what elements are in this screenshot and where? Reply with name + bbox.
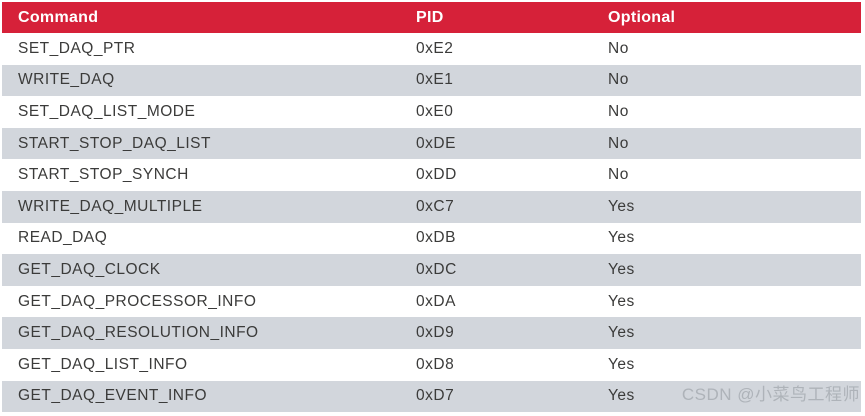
table-body: SET_DAQ_PTR 0xE2 No WRITE_DAQ 0xE1 No SET_DAQ_… — [2, 33, 861, 413]
cell-pid: 0xD7 — [400, 380, 592, 413]
cell-pid: 0xC7 — [400, 190, 592, 223]
cell-command: WRITE_DAQ — [2, 64, 400, 97]
cell-command: GET_DAQ_RESOLUTION_INFO — [2, 317, 400, 349]
csdn-watermark: CSDN @小菜鸟工程师 — [681, 385, 860, 404]
cell-pid: 0xD8 — [416, 355, 455, 373]
header-row: Command PID Optional — [2, 2, 861, 33]
table-row: SET_DAQ_LIST_MODE 0xE0 No — [2, 96, 861, 128]
cell-optional: No — [608, 102, 629, 120]
cell-pid: 0xE0 — [416, 102, 454, 120]
cell-pid: 0xDE — [400, 127, 592, 160]
cell-optional: No — [608, 166, 629, 184]
cell-optional: Yes — [608, 229, 635, 247]
table-row: WRITE_DAQ 0xE1 No — [2, 64, 861, 97]
cell-command: GET_DAQ_PROCESSOR_INFO — [18, 292, 257, 310]
cell-pid: 0xE2 — [416, 39, 454, 57]
cell-command: GET_DAQ_EVENT_INFO — [2, 380, 400, 413]
cell-optional: Yes — [592, 190, 861, 223]
cell-command: GET_DAQ_LIST_INFO — [18, 355, 188, 373]
table-row: GET_DAQ_LIST_INFO 0xD8 Yes — [2, 349, 861, 381]
cell-command: SET_DAQ_LIST_MODE — [18, 102, 196, 120]
cell-command: GET_DAQ_CLOCK — [2, 254, 400, 286]
cell-pid: 0xD9 — [400, 317, 592, 349]
table-row: SET_DAQ_PTR 0xE2 No — [2, 33, 861, 65]
table-row: START_STOP_SYNCH 0xDD No — [2, 159, 861, 191]
cell-pid: 0xE1 — [400, 64, 592, 97]
cell-command: READ_DAQ — [18, 229, 108, 247]
cell-pid: 0xDD — [416, 166, 457, 184]
cell-optional: Yes — [608, 292, 635, 310]
table-row: GET_DAQ_PROCESSOR_INFO 0xDA Yes — [2, 286, 861, 318]
cell-optional: Yes — [608, 355, 635, 373]
cell-pid: 0xDB — [416, 229, 456, 247]
cell-command: START_STOP_DAQ_LIST — [2, 127, 400, 160]
column-header-pid: PID — [400, 2, 592, 33]
column-header-optional: Optional — [592, 2, 861, 33]
table-row: GET_DAQ_RESOLUTION_INFO 0xD9 Yes — [2, 317, 861, 349]
cell-command: WRITE_DAQ_MULTIPLE — [2, 190, 400, 223]
table-header: Command PID Optional — [2, 2, 861, 33]
cell-pid: 0xDC — [400, 254, 592, 286]
cell-optional: No — [592, 64, 861, 97]
cell-optional: Yes — [592, 317, 861, 349]
table-row: WRITE_DAQ_MULTIPLE 0xC7 Yes — [2, 190, 861, 223]
table-row: READ_DAQ 0xDB Yes — [2, 223, 861, 255]
cell-command: SET_DAQ_PTR — [18, 39, 136, 57]
table-row: GET_DAQ_CLOCK 0xDC Yes — [2, 254, 861, 286]
cell-optional: No — [592, 127, 861, 160]
column-header-command: Command — [2, 2, 400, 33]
table-row: START_STOP_DAQ_LIST 0xDE No — [2, 127, 861, 160]
cell-pid: 0xDA — [416, 292, 456, 310]
cell-optional: Yes — [592, 254, 861, 286]
cell-optional: No — [608, 39, 629, 57]
cell-command: START_STOP_SYNCH — [18, 166, 189, 184]
table-row: GET_DAQ_EVENT_INFO 0xD7 Yes — [2, 380, 861, 413]
cell-optional: Yes — [592, 380, 861, 413]
